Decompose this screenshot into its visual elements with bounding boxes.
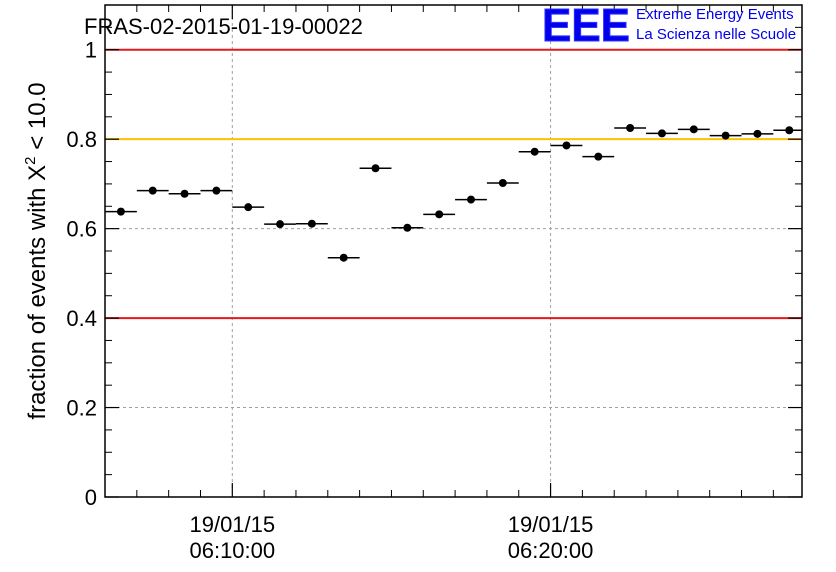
- branding-line1: Extreme Energy Events: [636, 6, 794, 23]
- data-point: [721, 131, 730, 140]
- y-axis-label-symbol: X: [24, 165, 51, 181]
- x-tick-label-time: 06:20:00: [508, 538, 594, 563]
- y-axis-label-group: fraction of events with X2 < 10.0: [22, 82, 51, 419]
- branding-line2: La Scienza nelle Scuole: [636, 26, 796, 43]
- chart-title: FRAS-02-2015-01-19-00022: [84, 14, 363, 39]
- data-point: [657, 129, 666, 138]
- data-point: [435, 210, 444, 219]
- data-point: [594, 152, 603, 161]
- y-tick-label: 0: [85, 485, 97, 510]
- data-point: [626, 124, 635, 132]
- eee-logo: EEE: [542, 0, 630, 51]
- y-tick-label: 1: [85, 38, 97, 63]
- y-tick-label: 0.8: [66, 127, 97, 152]
- axis-ticks: [105, 5, 802, 498]
- y-tick-label: 0.4: [66, 306, 97, 331]
- y-axis-label-suffix: < 10.0: [24, 82, 51, 156]
- y-axis-label-exponent: 2: [22, 156, 39, 164]
- data-point: [467, 195, 476, 204]
- data-point: [244, 203, 253, 212]
- data-point: [530, 147, 539, 156]
- data-point: [212, 186, 221, 195]
- x-tick-label-time: 06:10:00: [189, 538, 275, 563]
- x-tick-label-date: 19/01/15: [508, 512, 594, 537]
- data-point: [276, 220, 285, 229]
- y-axis-label: fraction of events with X2 < 10.0: [22, 82, 51, 419]
- y-axis-label-prefix: fraction of events with: [24, 181, 51, 420]
- reference-lines: [105, 48, 802, 320]
- data-point: [689, 125, 698, 134]
- data-point: [307, 219, 316, 228]
- y-tick-label: 0.6: [66, 217, 97, 242]
- data-point: [148, 186, 157, 195]
- data-point: [339, 253, 348, 262]
- y-tick-labels: 0 0.2 0.4 0.6 0.8 1: [66, 38, 97, 510]
- y-tick-label: 0.2: [66, 396, 97, 421]
- data-point: [116, 207, 125, 216]
- data-point: [785, 126, 794, 135]
- data-point: [371, 164, 380, 173]
- data-point: [753, 129, 762, 138]
- x-tick-label-date: 19/01/15: [189, 512, 275, 537]
- data-point: [562, 141, 571, 150]
- data-point: [180, 189, 189, 198]
- data-point: [498, 179, 507, 188]
- data-points: [105, 124, 802, 262]
- data-point: [403, 223, 412, 232]
- plot-frame: [104, 4, 803, 498]
